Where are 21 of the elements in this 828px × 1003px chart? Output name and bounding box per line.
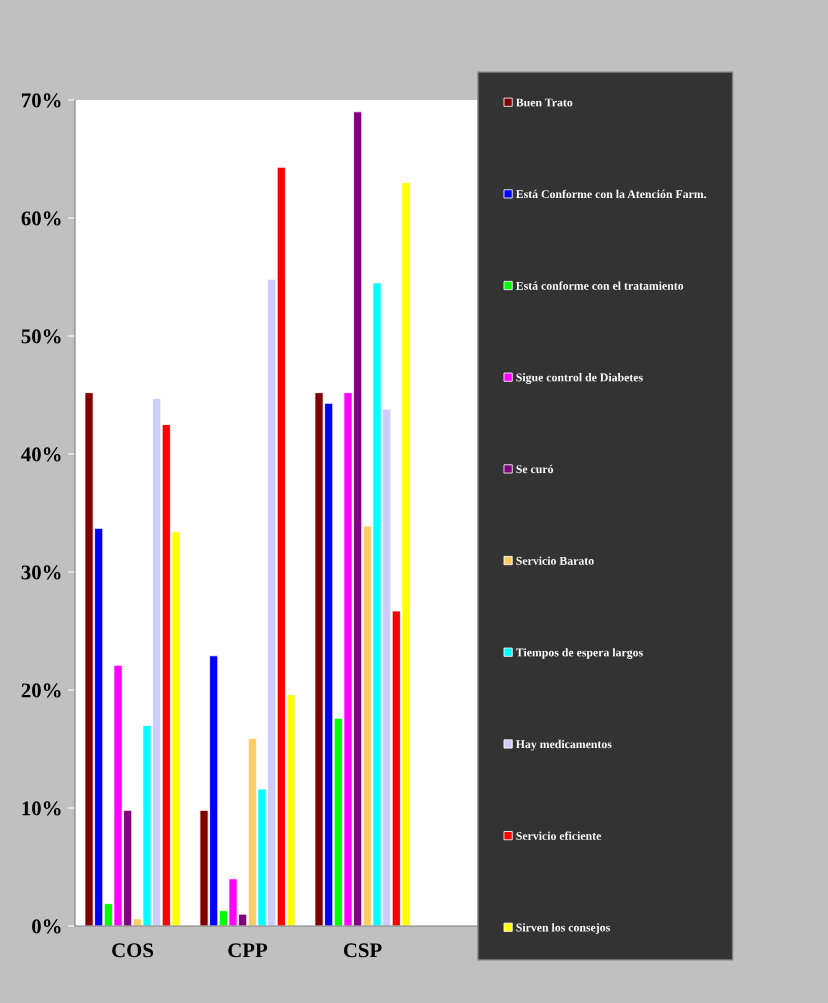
legend-label: Está conforme con el tratamiento bbox=[515, 281, 684, 290]
x-tick-label: CSP bbox=[343, 943, 382, 958]
x-tick-label: CPP bbox=[228, 943, 268, 958]
legend-label: Está Conforme con la Atención Farm. bbox=[515, 189, 707, 199]
legend-label: Sirven los consejos bbox=[516, 923, 610, 934]
y-tick-label: 40% bbox=[21, 447, 61, 462]
legend-label: Se curó bbox=[516, 464, 554, 474]
y-tick-label: 30% bbox=[21, 565, 61, 580]
legend-label: Tiempos de espera largos bbox=[515, 648, 643, 659]
y-tick-label: 60% bbox=[21, 211, 61, 226]
legend-label: Servicio Barato bbox=[516, 556, 594, 565]
y-tick-label: 70% bbox=[22, 93, 61, 108]
x-tick-label: COS bbox=[112, 943, 154, 958]
legend-label: Buen Trato bbox=[515, 98, 573, 107]
legend-label: Hay medicamentos bbox=[515, 739, 612, 751]
legend-label: Sigue control de Diabetes bbox=[516, 373, 643, 384]
y-tick-label: 10% bbox=[22, 801, 61, 816]
y-tick-label: 50% bbox=[21, 329, 61, 344]
legend-label: Servicio eficiente bbox=[516, 831, 602, 840]
y-tick-label: 0% bbox=[32, 919, 61, 934]
y-tick-label: 20% bbox=[21, 683, 61, 698]
